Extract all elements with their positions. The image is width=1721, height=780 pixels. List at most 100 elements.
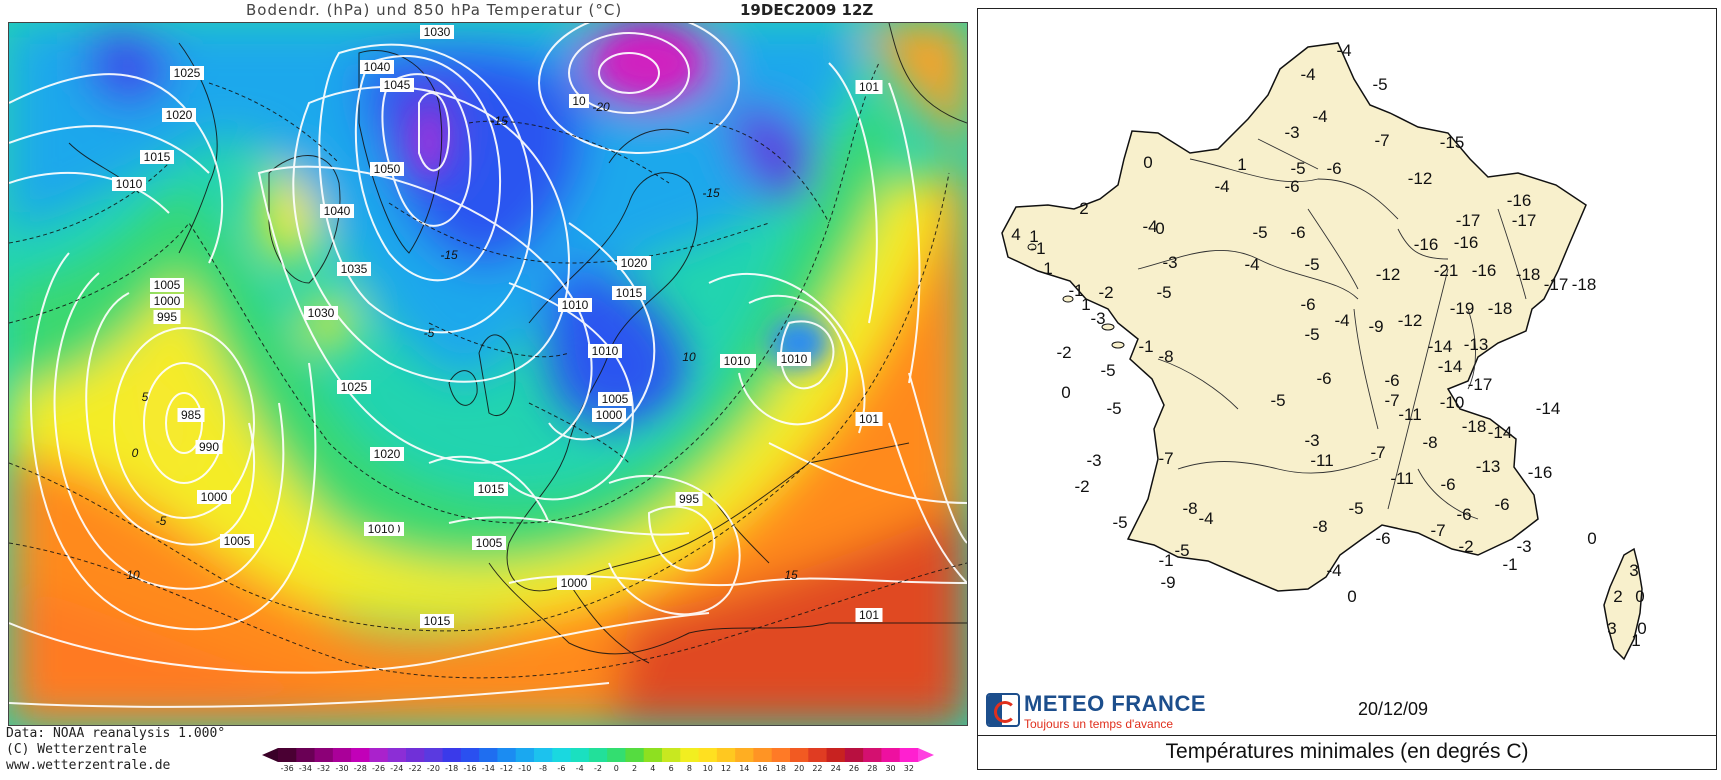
temperature-label: -8 xyxy=(1158,347,1174,366)
temperature-label: -6 xyxy=(1375,529,1391,548)
colorbar-tick: -24 xyxy=(390,764,404,773)
temperature-label: -5 xyxy=(1304,325,1320,344)
isobar-label-box xyxy=(588,344,622,358)
isobar-label-box xyxy=(592,408,626,422)
temperature-label: -1 xyxy=(1030,239,1046,258)
credit-line-3: www.wetterzentrale.de xyxy=(6,758,171,773)
temperature-label: -8 xyxy=(1422,433,1438,452)
isobar-label: 1010 xyxy=(562,298,589,312)
colorbar-swatch xyxy=(808,748,828,762)
temperature-label: -18 xyxy=(1515,265,1541,284)
colorbar-tick: -20 xyxy=(426,764,440,773)
temperature-label: -5 xyxy=(1348,499,1364,518)
temperature-label: -7 xyxy=(1430,521,1446,540)
colorbar-tick: -30 xyxy=(335,764,349,773)
isobar-label: 1005 xyxy=(476,536,503,550)
colorbar-tick: 16 xyxy=(757,764,768,773)
isobar-label: 1040 xyxy=(324,204,351,218)
temperature-label: 2 xyxy=(1079,199,1089,218)
colorbar-swatch xyxy=(460,748,480,762)
colorbar-swatch xyxy=(296,748,316,762)
temperature-label: -17 xyxy=(1511,211,1537,230)
temperature-label: -7 xyxy=(1374,131,1390,150)
isobar-label-box xyxy=(720,354,754,368)
isotherm-label: -5 xyxy=(424,326,435,340)
temperature-label: -4 xyxy=(1312,107,1328,126)
isobar-label: 1045 xyxy=(384,78,411,92)
isobar-label-box xyxy=(380,78,414,92)
temperature-label: -4 xyxy=(1300,65,1316,84)
credit-line-1: Data: NOAA reanalysis 1.000° xyxy=(6,726,226,741)
temperature-label: 3 xyxy=(1629,561,1639,580)
isobar-label-box xyxy=(337,380,371,394)
chart-title: Bodendr. (hPa) und 850 hPa Temperatur (°… xyxy=(246,1,623,19)
temperature-label: -1 xyxy=(1068,281,1084,300)
colorbar-tick: -12 xyxy=(500,764,514,773)
temperature-label: -3 xyxy=(1086,451,1102,470)
colorbar-tick: 8 xyxy=(686,764,692,773)
colorbar-tick: 28 xyxy=(867,764,878,773)
colorbar-swatch xyxy=(863,748,882,762)
temperature-label: -7 xyxy=(1384,391,1400,410)
isobar-label: 1015 xyxy=(144,150,171,164)
temperature-label: -6 xyxy=(1284,177,1300,196)
isobar-label-box xyxy=(220,534,254,548)
colorbar-tick: 6 xyxy=(668,764,674,773)
colorbar-tick: 22 xyxy=(812,764,823,773)
temperature-label: -11 xyxy=(1310,451,1334,470)
colorbar-swatch xyxy=(278,748,297,762)
isobar-label-box xyxy=(304,306,338,320)
temperature-label: -1 xyxy=(1138,337,1154,356)
france-minimum-temperatures-panel: -4 -4 -5 -4 -3 -7 -15 0 1 -5 -6 -12 -4 -6 -16 2 -4 -17 -16… xyxy=(977,8,1717,770)
isobar-label: 1030 xyxy=(308,306,335,320)
colorbar-swatch xyxy=(643,748,663,762)
colorbar-swatch xyxy=(442,748,462,762)
colorbar-tick: -14 xyxy=(481,764,495,773)
isobar-label: 1005 xyxy=(602,392,629,406)
temperature-label: -7 xyxy=(1370,443,1386,462)
isobar-label-box xyxy=(569,94,589,108)
caption-bar: Températures minimales (en degrés C) xyxy=(978,735,1716,770)
temperature-label: -6 xyxy=(1384,371,1400,390)
europe-map-canvas: 1030104010451050104010351030102510251020… xyxy=(9,23,967,725)
temperature-label: -15 xyxy=(1439,133,1465,152)
isobar-label-box xyxy=(598,392,632,406)
colorbar-tick: 18 xyxy=(775,764,786,773)
map-caption: Températures minimales (en degrés C) xyxy=(1165,740,1529,763)
isobar-label-box xyxy=(472,536,506,550)
colorbar-swatch xyxy=(351,748,370,762)
temperature-label: -4 xyxy=(1198,509,1214,528)
isobar-label: 1020 xyxy=(374,447,401,461)
isobar-label-box xyxy=(150,278,184,292)
isobar-label: 990 xyxy=(199,440,219,454)
isotherm-label: 15 xyxy=(784,568,798,582)
colorbar-tick: -32 xyxy=(317,764,331,773)
france-mainland-shape xyxy=(1001,42,1587,592)
colorbar-tick: 12 xyxy=(720,764,732,773)
isobar-label: 1015 xyxy=(478,482,505,496)
isobar-label-box xyxy=(170,66,204,80)
isobar-label: 1010 xyxy=(724,354,751,368)
isotherm-label: -15 xyxy=(490,114,508,128)
isotherm-label: -15 xyxy=(702,186,720,200)
data-credits: Data: NOAA reanalysis 1.000° (C) Wetterz… xyxy=(6,726,225,774)
temperature-label: -4 xyxy=(1334,311,1350,330)
isobar-label-box xyxy=(177,408,205,422)
isobar-label: 1040 xyxy=(364,60,391,74)
isobar-label-box xyxy=(777,352,811,366)
colorbar-swatch xyxy=(625,748,645,762)
colorbar-min-arrow xyxy=(262,748,278,762)
colorbar-swatch xyxy=(826,748,846,762)
temperature-label: -1 xyxy=(1158,551,1174,570)
temperature-label: -5 xyxy=(1252,223,1268,242)
colorbar-max-arrow xyxy=(918,748,934,762)
temperature-label: -17 xyxy=(1467,375,1493,394)
temperature-label: -17 xyxy=(1455,211,1481,230)
temperature-label: -16 xyxy=(1471,261,1497,280)
temperature-label: -14 xyxy=(1437,357,1463,376)
temperature-label: -6 xyxy=(1440,475,1456,494)
temperature-label: -3 xyxy=(1090,309,1106,328)
coastal-islands xyxy=(1027,243,1125,349)
temperature-label: 0 xyxy=(1637,619,1647,638)
temperature-label: 0 xyxy=(1635,587,1645,606)
